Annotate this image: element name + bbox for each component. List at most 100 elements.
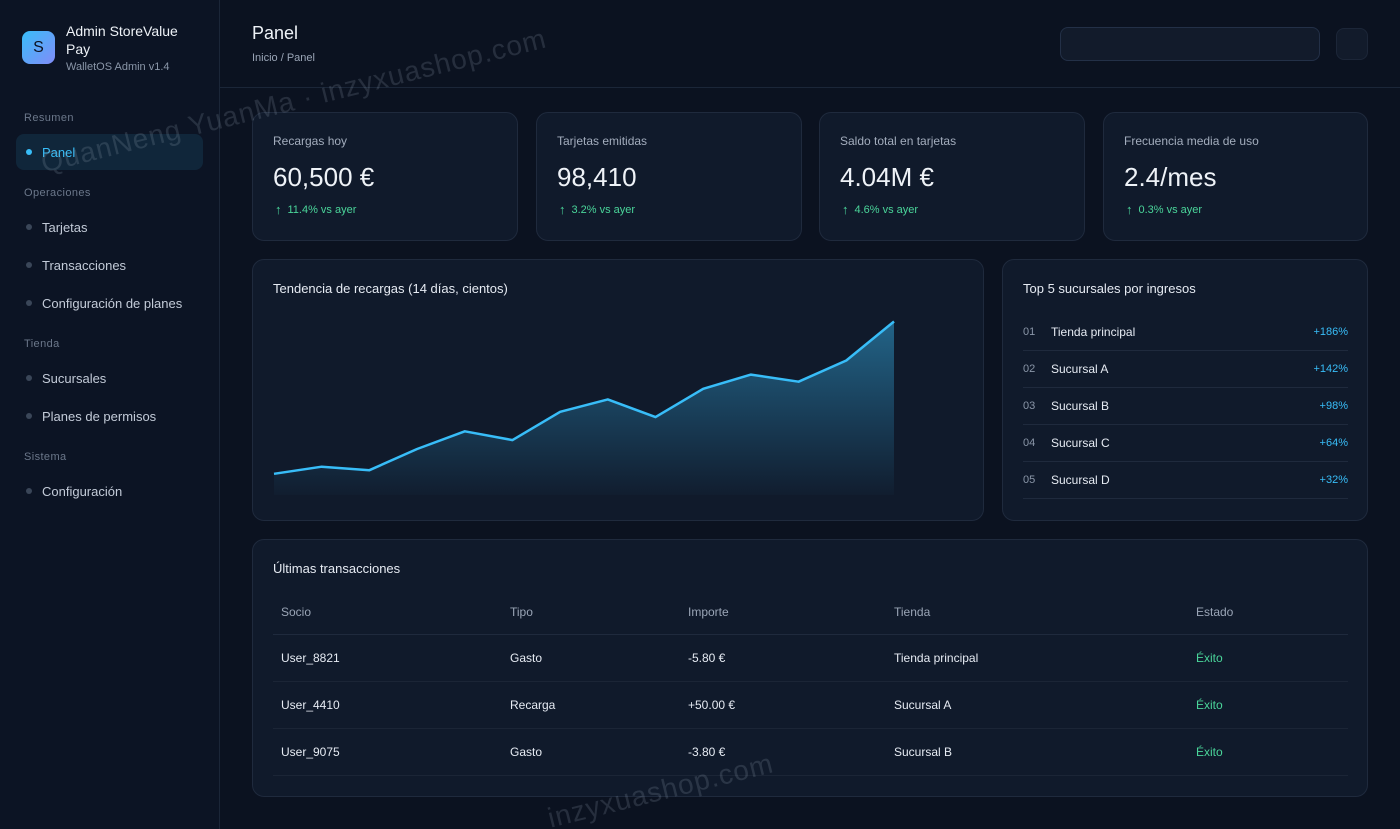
sidebar-item-label: Configuración de planes xyxy=(42,295,183,311)
chart-point-12[interactable] xyxy=(796,379,802,385)
table-header: Socio Tipo Importe Tienda Estado xyxy=(273,590,1348,635)
chart-point-14[interactable] xyxy=(891,319,897,325)
stat-value: 60,500 € xyxy=(273,162,375,192)
sidebar-item-label: Planes de permisos xyxy=(42,408,157,424)
sidebar-item-panel[interactable]: Panel xyxy=(16,134,203,170)
chart-point-8[interactable] xyxy=(605,396,611,402)
stat-value: 98,410 xyxy=(557,162,637,192)
rank-name: Sucursal D xyxy=(1051,473,1110,487)
rank-number: 05 xyxy=(1023,474,1036,486)
rank-percent: +64% xyxy=(1319,437,1348,449)
sidebar-item-transacciones[interactable]: Transacciones xyxy=(16,247,203,283)
table-row[interactable]: User_4410 Recarga +50.00 € Sucursal A Éx… xyxy=(273,682,1348,729)
stat-label: Saldo total en tarjetas xyxy=(840,134,957,148)
chart-point-10[interactable] xyxy=(700,386,706,392)
stat-trend: ↑ 4.6% vs ayer xyxy=(842,202,918,217)
nav-section-resumen: Resumen xyxy=(24,112,74,124)
stat-value: 2.4/mes xyxy=(1124,162,1217,192)
column-header[interactable]: Importe xyxy=(688,605,729,619)
column-header[interactable]: Estado xyxy=(1196,605,1234,619)
stat-trend-text: 4.6% vs ayer xyxy=(854,203,919,216)
nav-dot-icon xyxy=(26,375,32,381)
cell-store: Sucursal A xyxy=(894,698,952,712)
search-input[interactable] xyxy=(1060,27,1320,61)
sidebar-item-planes-permisos[interactable]: Planes de permisos xyxy=(16,398,203,434)
cell-user: User_8821 xyxy=(281,651,340,665)
cell-user: User_4410 xyxy=(281,698,340,712)
nav-dot-icon xyxy=(26,300,32,306)
rank-name: Tienda principal xyxy=(1051,325,1136,339)
nav-dot-icon xyxy=(26,149,32,155)
chart-point-11[interactable] xyxy=(748,372,754,378)
ranking-row[interactable]: 05 Sucursal D +32% xyxy=(1023,462,1348,499)
table-row[interactable]: User_9075 Gasto -3.80 € Sucursal B Éxito xyxy=(273,729,1348,776)
stat-trend-text: 3.2% vs ayer xyxy=(571,203,636,216)
rank-percent: +186% xyxy=(1313,326,1348,338)
stat-label: Tarjetas emitidas xyxy=(557,134,648,148)
sidebar-item-configuracion[interactable]: Configuración xyxy=(16,473,203,509)
arrow-up-icon: ↑ xyxy=(559,202,566,217)
rank-number: 04 xyxy=(1023,437,1036,449)
stat-trend-text: 0.3% vs ayer xyxy=(1138,203,1203,216)
cell-status: Éxito xyxy=(1196,745,1223,759)
nav-dot-icon xyxy=(26,262,32,268)
stat-label: Recargas hoy xyxy=(273,134,348,148)
brand: S Admin StoreValue Pay WalletOS Admin v1… xyxy=(22,22,186,73)
sidebar-item-label: Tarjetas xyxy=(42,219,88,235)
sidebar-item-label: Transacciones xyxy=(42,257,127,273)
chart-point-7[interactable] xyxy=(557,409,563,415)
ranking-card: Top 5 sucursales por ingresos 01 Tienda … xyxy=(1002,259,1368,521)
sidebar-item-tarjetas[interactable]: Tarjetas xyxy=(16,209,203,245)
sidebar: S Admin StoreValue Pay WalletOS Admin v1… xyxy=(0,0,220,829)
chart-point-4[interactable] xyxy=(414,446,420,452)
trend-chart-card: Tendencia de recargas (14 días, cientos) xyxy=(252,259,984,521)
page-title: Panel xyxy=(252,23,299,43)
chart-point-3[interactable] xyxy=(366,467,372,473)
trend-chart xyxy=(271,319,897,495)
stat-card-recargas: Recargas hoy 60,500 € ↑ 11.4% vs ayer xyxy=(252,112,518,241)
stat-card-saldo: Saldo total en tarjetas 4.04M € ↑ 4.6% vs… xyxy=(819,112,1085,241)
breadcrumb: Inicio / Panel xyxy=(252,52,315,64)
top-header: Panel Inicio / Panel xyxy=(220,0,1400,88)
cell-status: Éxito xyxy=(1196,651,1223,665)
cell-type: Gasto xyxy=(510,745,543,759)
rank-number: 03 xyxy=(1023,400,1036,412)
nav-dot-icon xyxy=(26,413,32,419)
stat-card-tarjetas: Tarjetas emitidas 98,410 ↑ 3.2% vs ayer xyxy=(536,112,802,241)
column-header[interactable]: Socio xyxy=(281,605,312,619)
ranking-row[interactable]: 02 Sucursal A +142% xyxy=(1023,351,1348,388)
cell-amount: +50.00 € xyxy=(688,698,736,712)
chart-point-6[interactable] xyxy=(509,437,515,443)
cell-store: Tienda principal xyxy=(894,651,979,665)
nav-section-operaciones: Operaciones xyxy=(24,187,91,199)
cell-type: Recarga xyxy=(510,698,556,712)
cell-type: Gasto xyxy=(510,651,543,665)
ranking-row[interactable]: 03 Sucursal B +98% xyxy=(1023,388,1348,425)
chart-point-13[interactable] xyxy=(843,357,849,363)
chart-point-2[interactable] xyxy=(319,464,325,470)
nav-dot-icon xyxy=(26,224,32,230)
rank-percent: +142% xyxy=(1313,363,1348,375)
rank-number: 01 xyxy=(1023,326,1036,338)
sidebar-item-sucursales[interactable]: Sucursales xyxy=(16,360,203,396)
sidebar-item-configuracion-planes[interactable]: Configuración de planes xyxy=(16,285,203,321)
header-action-button[interactable] xyxy=(1336,28,1368,60)
stat-trend: ↑ 0.3% vs ayer xyxy=(1126,202,1202,217)
column-header[interactable]: Tienda xyxy=(894,605,931,619)
chart-point-9[interactable] xyxy=(653,414,659,420)
rank-name: Sucursal C xyxy=(1051,436,1110,450)
brand-name: Admin StoreValue Pay xyxy=(66,23,178,57)
brand-subtitle: WalletOS Admin v1.4 xyxy=(66,61,170,73)
arrow-up-icon: ↑ xyxy=(1126,202,1133,217)
chart-point-1[interactable] xyxy=(271,471,277,477)
column-header[interactable]: Tipo xyxy=(510,605,533,619)
cell-status: Éxito xyxy=(1196,698,1223,712)
stat-trend: ↑ 3.2% vs ayer xyxy=(559,202,635,217)
chart-point-5[interactable] xyxy=(462,428,468,434)
stat-value: 4.04M € xyxy=(840,162,934,192)
ranking-title: Top 5 sucursales por ingresos xyxy=(1023,281,1196,296)
ranking-row[interactable]: 01 Tienda principal +186% xyxy=(1023,314,1348,351)
ranking-row[interactable]: 04 Sucursal C +64% xyxy=(1023,425,1348,462)
table-row[interactable]: User_8821 Gasto -5.80 € Tienda principal… xyxy=(273,635,1348,682)
stat-trend: ↑ 11.4% vs ayer xyxy=(275,202,356,217)
